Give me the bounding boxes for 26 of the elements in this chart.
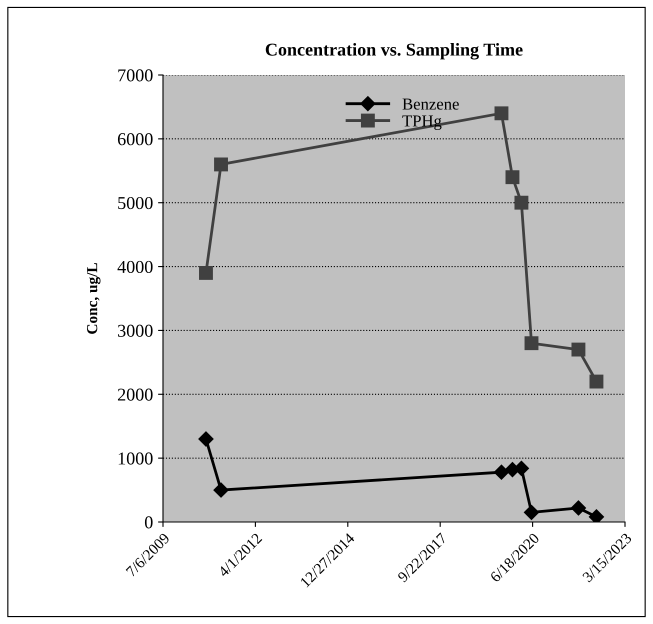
y-tick-label: 2000 — [118, 388, 153, 401]
legend-label: Benzene — [402, 98, 459, 110]
y-tick-label: 0 — [144, 516, 153, 528]
y-tick-label: 1000 — [118, 452, 153, 465]
point — [214, 157, 228, 172]
legend-label: TPHg — [402, 115, 442, 130]
point — [198, 431, 214, 447]
point — [524, 336, 538, 350]
point — [494, 106, 508, 120]
y-tick-label: 3000 — [118, 324, 153, 337]
point — [524, 504, 540, 520]
y-tick-label: 7000 — [118, 69, 153, 82]
y-tick-label: 6000 — [118, 133, 153, 146]
point — [570, 500, 586, 516]
chart-title: Concentration vs. Sampling Time — [266, 43, 523, 60]
y-tick-label: 5000 — [118, 196, 153, 210]
point — [571, 342, 586, 357]
point — [590, 374, 604, 388]
point — [514, 196, 528, 210]
y-axis-title: Conc, ug/L — [87, 263, 100, 334]
point — [494, 464, 510, 480]
y-tick-label: 4000 — [118, 260, 153, 274]
point — [199, 266, 213, 280]
point — [506, 170, 520, 184]
point — [588, 509, 604, 522]
point — [213, 482, 229, 498]
